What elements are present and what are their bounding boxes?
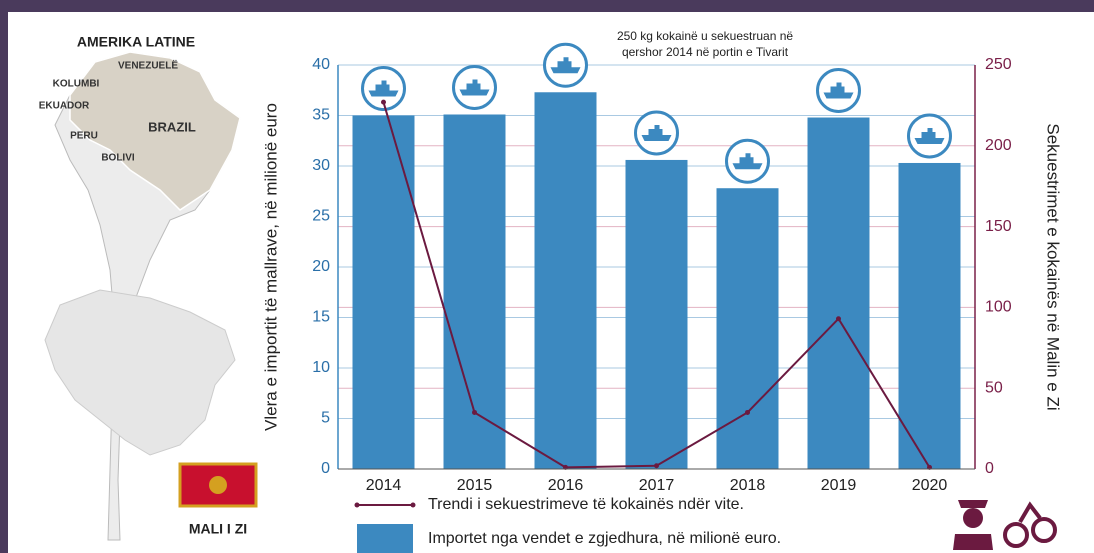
ship: [459, 79, 490, 96]
legend-swatch: [357, 524, 413, 553]
flag: [178, 462, 258, 508]
bar: [716, 188, 779, 469]
y-tick-label: 15: [312, 309, 330, 326]
police-icon: [953, 500, 993, 550]
ship: [823, 82, 854, 99]
ship: [914, 127, 945, 144]
trend-point: [381, 99, 386, 105]
y-axis-label: Vlera e importit të mallrave, në milionë…: [261, 103, 280, 431]
y-tick-label: 10: [312, 359, 330, 376]
ship-icon: [361, 66, 406, 111]
y2-tick-label: 100: [985, 299, 1012, 316]
country-name: MALI I ZI: [189, 521, 247, 537]
y2-tick-label: 50: [985, 379, 1003, 396]
map-title: AMERIKA LATINE: [77, 34, 195, 50]
ship: [732, 153, 763, 170]
annotation: qershor 2014 në portin e Tivarit: [622, 45, 789, 59]
annotation: 250 kg kokainë u sekuestruan në: [617, 29, 793, 43]
legend-label: Trendi i sekuestrimeve të kokainës ndër …: [428, 496, 744, 513]
ship-icon: [634, 110, 679, 156]
y2-tick-label: 0: [985, 460, 994, 477]
country-label: KOLUMBI: [53, 79, 100, 90]
country-label: PERU: [70, 131, 98, 142]
y2-tick-label: 250: [985, 56, 1012, 73]
y-tick-label: 25: [312, 208, 330, 225]
x-tick-label: 2016: [548, 477, 584, 494]
ship-icon: [816, 68, 861, 114]
legend-dot: [410, 502, 416, 508]
trend-point: [472, 409, 477, 415]
highlight-countries: [69, 51, 241, 211]
montenegro-map: [44, 289, 236, 456]
ship: [368, 80, 399, 97]
y-tick-label: 0: [321, 460, 330, 477]
y-tick-label: 30: [312, 157, 330, 174]
ship: [550, 57, 581, 74]
flag-emblem: [209, 476, 227, 494]
country-label: BOLIVI: [101, 153, 135, 164]
y2-tick-label: 200: [985, 137, 1012, 154]
y-tick-label: 35: [312, 107, 330, 124]
bar: [352, 115, 415, 469]
ship-icon: [543, 42, 588, 88]
bar: [625, 159, 688, 469]
ship: [641, 124, 672, 141]
ship-icon: [452, 64, 497, 110]
y-tick-label: 40: [312, 56, 330, 73]
bar: [807, 117, 870, 470]
ship-icon: [725, 138, 770, 184]
ship-icon: [907, 113, 952, 159]
country-label: EKUADOR: [39, 101, 90, 112]
x-tick-label: 2018: [730, 477, 766, 494]
trend-point: [745, 409, 750, 415]
y2-axis-label: Sekuestrimet e kokainës në Malin e Zi: [1044, 123, 1063, 410]
x-tick-label: 2017: [639, 477, 675, 494]
bar: [443, 114, 506, 470]
x-tick-label: 2015: [457, 477, 493, 494]
x-tick-label: 2020: [912, 477, 948, 494]
trend-point: [836, 316, 841, 322]
country-label: BRAZIL: [148, 119, 196, 134]
bar: [898, 162, 961, 469]
bar: [534, 92, 597, 470]
legend-dot: [354, 502, 360, 508]
handcuffs-icon: [1003, 501, 1057, 548]
legend-label: Importet nga vendet e zgjedhura, në mili…: [428, 530, 781, 547]
y-tick-label: 20: [312, 258, 330, 275]
x-tick-label: 2019: [821, 477, 857, 494]
x-tick-label: 2014: [366, 477, 402, 494]
country-label: VENEZUELË: [118, 59, 178, 72]
y-tick-label: 5: [321, 410, 330, 427]
trend-point: [654, 463, 659, 469]
y2-tick-label: 150: [985, 218, 1012, 235]
